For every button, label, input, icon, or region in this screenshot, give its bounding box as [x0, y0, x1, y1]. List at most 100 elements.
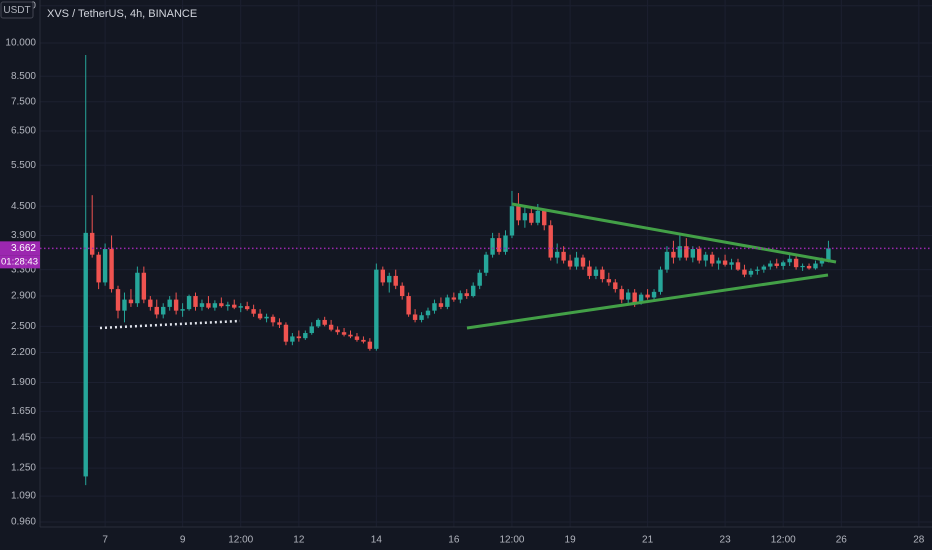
- candle-body: [671, 251, 676, 258]
- y-tick-label: 3.300: [11, 264, 36, 275]
- candle-body: [574, 257, 579, 267]
- candle-body: [529, 213, 534, 223]
- y-tick-label: 7.500: [11, 96, 36, 107]
- candle-body: [277, 322, 282, 325]
- x-tick-label: 12:00: [228, 535, 253, 546]
- y-tick-label: 1.090: [11, 491, 36, 502]
- candle-body: [109, 249, 114, 290]
- y-tick-label: 2.500: [11, 321, 36, 332]
- candle-body: [793, 258, 799, 268]
- candle-body: [141, 272, 147, 300]
- candle-body: [257, 313, 263, 319]
- candle-body: [645, 294, 650, 298]
- candle-body: [148, 299, 153, 307]
- candle-body: [593, 269, 599, 276]
- candle-body: [445, 297, 450, 307]
- y-tick-label: 1.900: [11, 377, 36, 388]
- candle-body: [412, 314, 418, 320]
- candle-body: [251, 309, 256, 314]
- y-tick-label: 2.900: [11, 291, 36, 302]
- candle-body: [270, 316, 276, 323]
- unit-box: [0, 1, 34, 19]
- candle-body: [406, 296, 411, 315]
- candle-body: [419, 315, 424, 320]
- candle-body: [316, 319, 321, 327]
- y-tick-label: 4.500: [11, 201, 36, 212]
- x-tick-label: 12: [293, 535, 305, 546]
- y-tick-label: 8.500: [11, 71, 36, 82]
- candle-body: [742, 269, 747, 275]
- candle-body: [496, 238, 502, 252]
- candle-body: [768, 263, 773, 267]
- countdown-tag: [0, 255, 40, 269]
- candle-body: [328, 324, 334, 330]
- candle-body: [554, 251, 560, 258]
- candle-body: [432, 303, 437, 311]
- x-tick-label: 19: [565, 535, 577, 546]
- candle-body: [102, 249, 108, 283]
- candle-body: [354, 336, 360, 340]
- candle-body: [619, 289, 624, 300]
- candle-body: [122, 299, 127, 311]
- candle-body: [632, 292, 637, 304]
- x-tick-label: 23: [720, 535, 732, 546]
- candle-body: [89, 232, 95, 255]
- x-tick-label: 26: [836, 535, 848, 546]
- candle-body: [755, 269, 760, 271]
- candle-body: [697, 249, 702, 261]
- upper-trend-line: [511, 202, 837, 264]
- x-tick-label: 21: [642, 535, 654, 546]
- candle-body: [464, 293, 469, 297]
- candle-body: [716, 260, 721, 264]
- countdown-label: 01:28:43: [1, 256, 38, 267]
- candle-body: [438, 303, 444, 307]
- candle-body: [503, 235, 508, 252]
- candle-body: [522, 213, 528, 221]
- candle-body: [96, 254, 101, 283]
- candle-body: [361, 339, 366, 342]
- x-tick-label: 7: [102, 535, 108, 546]
- candle-body: [180, 309, 185, 311]
- candle-body: [244, 306, 250, 310]
- y-tick-label: 0.960: [11, 517, 36, 528]
- price-tag-label: 3.662: [11, 243, 36, 254]
- candle-body: [548, 225, 553, 258]
- candle-body: [322, 319, 327, 325]
- candle-body: [651, 291, 657, 298]
- candle-body: [748, 270, 754, 275]
- candle-body: [161, 306, 166, 315]
- candle-body: [535, 210, 541, 223]
- y-tick-label: 1.250: [11, 463, 36, 474]
- candle-body: [703, 254, 708, 261]
- candle-body: [658, 269, 663, 292]
- candle-body: [186, 296, 192, 310]
- y-tick-label: 1.450: [11, 432, 36, 443]
- candle-body: [587, 266, 592, 276]
- support-dotted-line: [99, 319, 241, 330]
- candle-body: [367, 341, 373, 349]
- candle-body: [341, 332, 347, 335]
- candle-body: [600, 269, 605, 280]
- candle-body: [819, 260, 825, 264]
- candle-body: [206, 303, 211, 308]
- candle-body: [399, 285, 405, 297]
- y-tick-label: 3.900: [11, 230, 36, 241]
- candle-body: [781, 262, 786, 266]
- candle-body: [606, 279, 612, 283]
- x-tick-label: 12:00: [499, 535, 524, 546]
- candle-body: [225, 304, 231, 307]
- candle-body: [638, 294, 644, 304]
- y-tick-label: 1.650: [11, 406, 36, 417]
- x-tick-label: 12:00: [771, 535, 796, 546]
- candle-body: [393, 275, 398, 286]
- candle-body: [735, 262, 741, 270]
- candle-body: [167, 299, 172, 307]
- candle-body: [135, 272, 140, 304]
- candle-body: [290, 336, 295, 342]
- candle-body: [561, 251, 566, 261]
- candle-body: [154, 306, 159, 315]
- candle-body: [128, 299, 134, 304]
- candle-body: [567, 260, 573, 267]
- candle-body: [813, 263, 818, 269]
